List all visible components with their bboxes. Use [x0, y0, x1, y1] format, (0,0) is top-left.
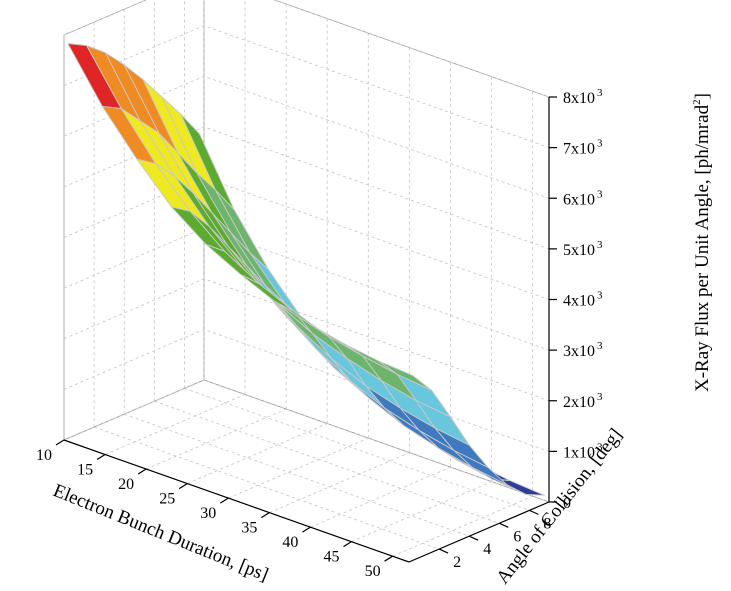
z-gridline [63, 0, 550, 98]
y-tick [468, 535, 479, 541]
z-axis-title: X-Ray Flux per Unit Angle, [ph/mrad2] [691, 93, 713, 392]
axis-labels: 10 15 20 25 30 35 40 45 50 2 4 6 80 1x10 3 2x10 3 3x10 3 4x… [36, 87, 603, 580]
z-tick-label: 6x10 3 [563, 188, 603, 208]
z-tick-label: 8x10 3 [563, 87, 603, 107]
x-tick-label: 25 [159, 491, 175, 508]
x-gridline-floor [310, 466, 451, 528]
y-tick-label: 8 [543, 515, 551, 532]
x-tick [219, 497, 229, 504]
x-tick [137, 468, 147, 475]
x-tick-label: 35 [241, 520, 257, 537]
x-tick [384, 555, 393, 562]
y-tick-label: 4 [483, 541, 491, 558]
x-tick [96, 454, 106, 461]
x-tick-label: 40 [282, 534, 298, 551]
x-tick [55, 439, 65, 446]
y-gridline-floor [154, 400, 500, 524]
x-gridline-floor [145, 408, 287, 470]
x-tick-label: 20 [118, 476, 134, 493]
y-gridline-floor [124, 413, 470, 537]
x-gridline-floor [187, 423, 328, 484]
x-gridline-floor [228, 437, 369, 499]
z-tick-label: 1x10 3 [563, 441, 603, 461]
wall-gridlines [63, 0, 550, 557]
y-tick [499, 522, 509, 528]
x-tick [261, 512, 270, 519]
x-gridline-floor [351, 481, 492, 543]
x-tick [343, 541, 352, 548]
axes [55, 96, 557, 563]
z-tick-label: 7x10 3 [563, 138, 603, 158]
x-tick-label: 50 [365, 563, 381, 580]
x-tick [178, 483, 188, 490]
y-tick-label: 2 [453, 554, 461, 571]
z-tick-label: 4x10 3 [563, 290, 603, 310]
x-tick-label: 15 [77, 462, 93, 479]
y-gridline-floor [184, 388, 530, 511]
flux-surface [67, 43, 545, 496]
x-tick-label: 10 [36, 447, 52, 464]
y-tick [438, 548, 449, 554]
y-tick [529, 509, 539, 515]
z-gridline [63, 278, 550, 402]
z-tick-label: 3x10 3 [563, 340, 603, 360]
y-axis-line [408, 501, 550, 563]
x-tick [302, 526, 311, 533]
y-gridline-floor [93, 426, 440, 550]
x-tick-label: 45 [324, 549, 340, 566]
x-gridline-floor [269, 452, 410, 513]
x-tick-label: 30 [200, 505, 216, 522]
surface-patch [67, 43, 122, 109]
z-tick-label: 5x10 3 [563, 239, 603, 259]
z-tick-label: 2x10 3 [563, 391, 603, 411]
z-tick-label: 0 [563, 495, 571, 512]
x-gridline-floor [63, 379, 205, 441]
x-gridline-floor [104, 394, 246, 455]
x-gridline-floor [392, 495, 533, 557]
y-tick-label: 6 [513, 528, 521, 545]
